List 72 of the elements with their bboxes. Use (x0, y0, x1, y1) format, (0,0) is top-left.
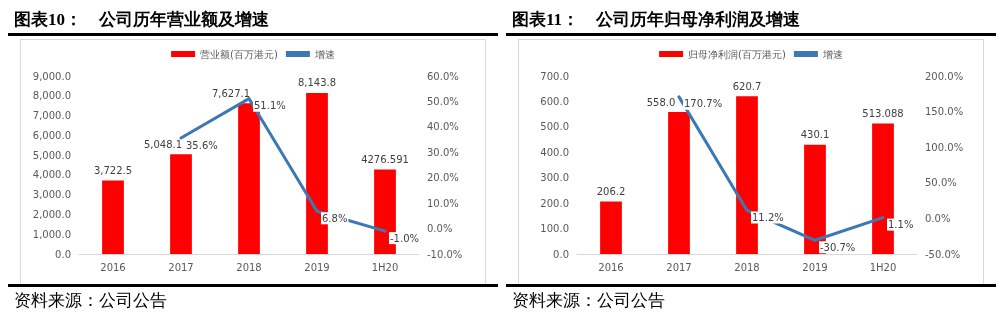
x-tick-label: 2016 (100, 261, 126, 273)
y-tick-label: 2,000.0 (32, 208, 71, 220)
y2-tick-label: 20.0% (427, 172, 459, 184)
x-tick-label: 1H20 (371, 261, 399, 273)
data-label: 51.1% (254, 100, 286, 112)
data-label: 558.0 (646, 96, 676, 108)
legend-label: 增速 (313, 48, 335, 60)
y-tick-label: 700.0 (540, 70, 569, 82)
y2-tick-label: 150.0% (925, 106, 964, 118)
bar (170, 154, 192, 254)
y2-tick-label: 40.0% (427, 121, 459, 133)
y2-tick-label: 0.0% (427, 223, 453, 235)
y-tick-label: 7,000.0 (32, 110, 71, 122)
data-label: 1.1% (888, 219, 914, 231)
y2-tick-label: 10.0% (427, 197, 459, 209)
y-tick-label: 600.0 (540, 95, 569, 107)
x-tick-label: 2017 (168, 261, 194, 273)
data-label: 7,627.1 (211, 87, 251, 99)
legend-label: 增速 (821, 48, 843, 60)
bar (668, 112, 690, 254)
x-tick-label: 2018 (734, 261, 760, 273)
bar (102, 180, 124, 254)
data-label: -30.7% (820, 241, 856, 253)
x-tick-label: 2016 (598, 261, 624, 273)
text: 资料来源：公司公告 (14, 290, 168, 312)
data-label: 5,048.1 (143, 138, 183, 150)
data-label: 513.088 (862, 108, 904, 120)
y2-tick-label: 200.0% (925, 70, 964, 82)
y2-tick-label: 100.0% (925, 141, 964, 153)
x-tick-label: 2019 (304, 261, 330, 273)
y-tick-label: 100.0 (540, 223, 569, 235)
y-tick-label: 4,000.0 (32, 169, 71, 181)
y2-tick-label: -50.0% (925, 248, 961, 260)
y-tick-label: 6,000.0 (32, 129, 71, 141)
y-tick-label: 400.0 (540, 146, 569, 158)
y-tick-label: 200.0 (540, 197, 569, 209)
y-tick-label: 0.0 (55, 248, 71, 260)
data-label: 8,143.8 (297, 77, 337, 89)
data-label: 6.8% (322, 212, 348, 224)
data-label: 430.1 (800, 129, 830, 141)
y2-tick-label: -10.0% (427, 248, 463, 260)
data-label: 35.6% (186, 139, 218, 151)
y2-tick-label: 0.0% (925, 212, 951, 224)
legend-label: 营业额(百万港元) (200, 48, 278, 60)
y-tick-label: 1,000.0 (32, 228, 71, 240)
y-tick-label: 0.0 (553, 248, 569, 260)
chart-title: 图表10： 公司历年营业额及增速 (8, 8, 498, 36)
data-label: -1.0% (390, 232, 420, 244)
data-label: 4276.591 (361, 153, 409, 165)
data-label: 170.7% (684, 98, 723, 110)
y-tick-label: 300.0 (540, 172, 569, 184)
legend-label: 归母净利润(百万港元) (688, 48, 786, 60)
y2-tick-label: 60.0% (427, 70, 459, 82)
text: 资料来源：公司公告 (512, 290, 666, 312)
y-tick-label: 3,000.0 (32, 189, 71, 201)
data-label: 206.2 (596, 186, 626, 198)
x-tick-label: 1H20 (869, 261, 897, 273)
y2-tick-label: 30.0% (427, 146, 459, 158)
data-label: 3,722.5 (93, 164, 133, 176)
y-tick-label: 5,000.0 (32, 149, 71, 161)
y2-tick-label: 50.0% (427, 95, 459, 107)
bar (600, 201, 622, 254)
y2-tick-label: 50.0% (925, 177, 957, 189)
x-tick-label: 2018 (236, 261, 262, 273)
data-label: 620.7 (732, 80, 762, 92)
x-tick-label: 2019 (802, 261, 828, 273)
x-tick-label: 2017 (666, 261, 692, 273)
data-label: 11.2% (752, 211, 784, 223)
chart-title: 图表11： 公司历年归母净利润及增速 (506, 8, 996, 36)
y-tick-label: 500.0 (540, 121, 569, 133)
y-tick-label: 9,000.0 (32, 70, 71, 82)
y-tick-label: 8,000.0 (32, 90, 71, 102)
